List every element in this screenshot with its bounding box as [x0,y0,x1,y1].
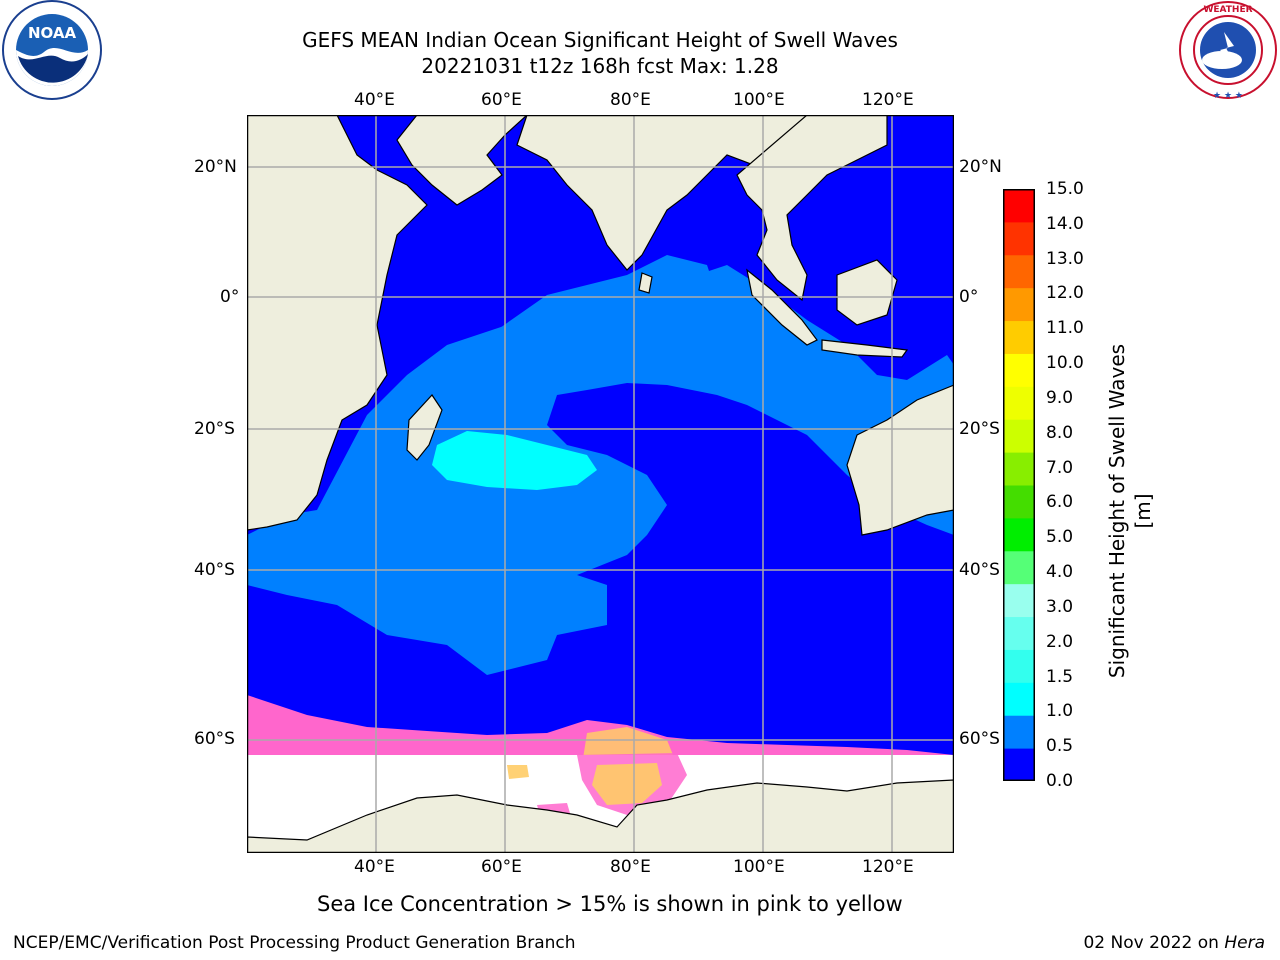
footer-branch: NCEP/EMC/Verification Post Processing Pr… [13,933,576,953]
land-java [821,339,909,358]
colorbar-swatch [1003,616,1035,650]
land-arabia [396,115,528,206]
ocean-mid-swell-north [497,255,717,345]
colorbar-swatch [1003,715,1035,749]
sea-ice-orange-patches [507,763,662,805]
colorbar-swatch [1003,254,1035,289]
lat-tick-left: 0° [220,287,240,307]
colorbar-tick-label: 5.0 [1046,527,1074,548]
chart-title: GEFS MEAN Indian Ocean Significant Heigh… [302,28,898,52]
sea-ice-note: Sea Ice Concentration > 15% is shown in … [317,892,903,916]
colorbar-swatch [1003,583,1035,618]
colorbar-swatch [1003,517,1035,552]
ocean-high-swell-patch [432,431,597,490]
colorbar-swatch [1003,452,1035,486]
lon-tick-top: 120°E [862,90,914,110]
land-sri-lanka [638,272,653,294]
colorbar-swatch [1003,748,1035,781]
lon-tick-top: 40°E [354,90,395,110]
footer-date: 02 Nov 2022 on Hera [1083,932,1265,954]
colorbar-tick-label: 1.5 [1046,666,1074,687]
svg-text:★ ★ ★: ★ ★ ★ [1213,91,1243,101]
land-borneo [836,259,898,326]
colorbar-swatch [1003,287,1035,322]
colorbar-tick-label: 15.0 [1046,179,1084,199]
lat-tick-right: 20°S [959,419,1000,439]
colorbar-swatch [1003,649,1035,683]
land-southeast-asia [736,115,888,302]
colorbar-tick-label: 13.0 [1046,248,1084,269]
colorbar-tick-label: 0.0 [1046,771,1074,791]
lon-tick-bottom: 40°E [354,857,395,877]
lat-tick-left: 20°N [194,157,237,177]
colorbar-tick-label: 2.0 [1046,631,1074,652]
colorbar-tick-label: 8.0 [1046,422,1074,443]
chart-subtitle: 20221031 t12z 168h fcst Max: 1.28 [421,54,779,78]
lon-tick-top: 100°E [733,90,785,110]
map-frame [247,115,954,853]
colorbar-tick-label: 14.0 [1046,213,1084,234]
colorbar-tick-label: 4.0 [1046,562,1074,583]
national-weather-service-logo: WEATHER ★ ★ ★ [1179,1,1277,101]
lon-tick-bottom: 80°E [610,857,651,877]
colorbar-tick-label: 10.0 [1046,353,1084,374]
noaa-logo: NOAA [2,0,102,100]
colorbar-swatch [1003,189,1035,223]
colorbar-title: Significant Height of Swell Waves [m] [1105,343,1155,679]
lat-tick-left: 40°S [194,560,235,580]
footer-date-text: 02 Nov 2022 on [1083,933,1225,953]
lon-tick-bottom: 60°E [481,857,522,877]
colorbar-swatch [1003,386,1035,420]
land-sumatra [746,268,818,346]
colorbar-tick-label: 9.0 [1046,387,1074,408]
colorbar [1003,189,1035,781]
ocean-mid-swell-region [247,265,954,675]
colorbar-tick-label: 6.0 [1046,492,1074,513]
lat-tick-right: 20°N [959,157,1002,177]
colorbar-tick-label: 1.0 [1046,701,1074,722]
colorbar-tick-label: 12.0 [1046,283,1084,304]
lat-tick-right: 40°S [959,560,1000,580]
lat-tick-left: 20°S [194,419,235,439]
colorbar-swatch [1003,221,1035,256]
colorbar-swatch [1003,419,1035,453]
colorbar-tick-label: 0.5 [1046,736,1074,757]
noaa-logo-text: NOAA [28,24,77,42]
land-madagascar [406,394,443,461]
colorbar-swatch [1003,320,1035,354]
colorbar-swatch [1003,485,1035,519]
colorbar-swatch [1003,353,1035,387]
lat-tick-right: 0° [959,287,979,307]
swell-height-map [247,115,954,853]
colorbar-tick-label: 7.0 [1046,457,1074,478]
lon-tick-bottom: 120°E [862,857,914,877]
colorbar-swatch [1003,550,1035,585]
map-gridlines [247,115,954,853]
land-australia [846,384,954,536]
lon-tick-bottom: 100°E [733,857,785,877]
svg-text:WEATHER: WEATHER [1203,5,1252,15]
colorbar-tick-label: 3.0 [1046,596,1074,617]
footer-host: Hera [1224,933,1265,953]
colorbar-swatch [1003,682,1035,716]
colorbar-tick-label: 11.0 [1046,318,1084,339]
lat-tick-left: 60°S [194,729,235,749]
lon-tick-top: 60°E [481,90,522,110]
lon-tick-top: 80°E [610,90,651,110]
lat-tick-right: 60°S [959,729,1000,749]
